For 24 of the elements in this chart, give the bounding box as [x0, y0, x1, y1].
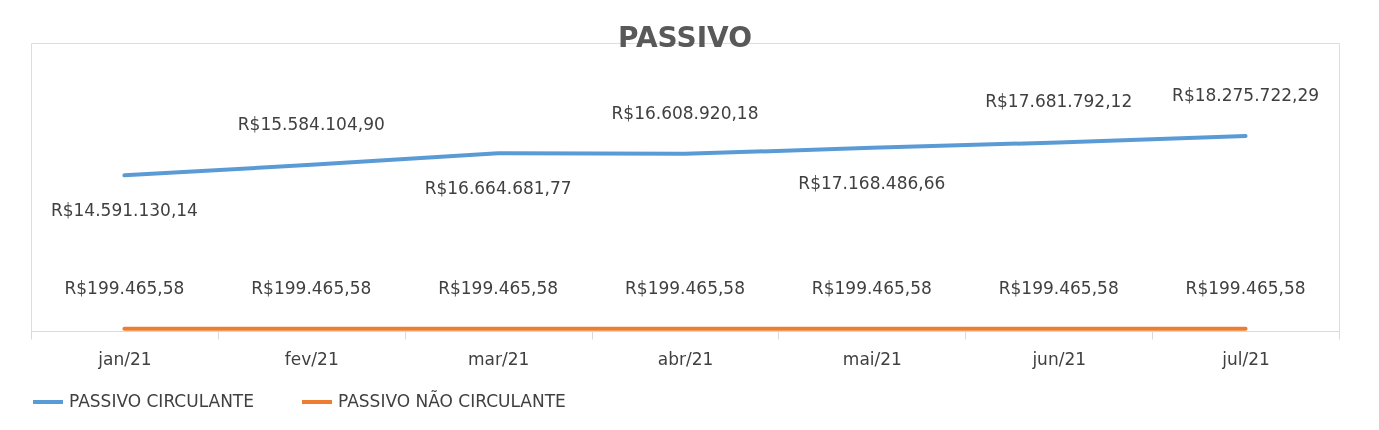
data-label: R$199.465,58 [998, 277, 1119, 298]
data-label: R$17.681.792,12 [985, 91, 1133, 112]
x-tick-label: jul/21 [1221, 348, 1270, 369]
data-label: R$199.465,58 [251, 277, 372, 298]
data-label: R$199.465,58 [811, 277, 932, 298]
x-tick-label: jun/21 [1031, 348, 1087, 369]
chart-title: PASSIVO [617, 21, 753, 54]
x-tick-label: abr/21 [657, 348, 714, 369]
data-label: R$199.465,58 [625, 277, 745, 298]
data-label: R$18.275.722,29 [1172, 85, 1320, 106]
data-label: R$15.584.104,90 [237, 113, 385, 134]
x-tick-label: mar/21 [467, 348, 530, 369]
data-label: R$17.168.486,66 [798, 172, 946, 193]
data-label: R$16.664.681,77 [424, 178, 572, 199]
x-tick-label: fev/21 [284, 348, 339, 369]
x-tick-label: jan/21 [97, 348, 152, 369]
data-label: R$199.465,58 [438, 277, 559, 298]
legend-label: PASSIVO NÃO CIRCULANTE [338, 390, 566, 411]
legend-label: PASSIVO CIRCULANTE [69, 391, 254, 411]
x-tick-label: mai/21 [842, 348, 902, 369]
data-label: R$199.465,58 [1185, 277, 1306, 298]
data-label: R$14.591.130,14 [50, 200, 198, 221]
data-label: R$199.465,58 [64, 277, 185, 298]
data-label: R$16.608.920,18 [611, 102, 759, 123]
